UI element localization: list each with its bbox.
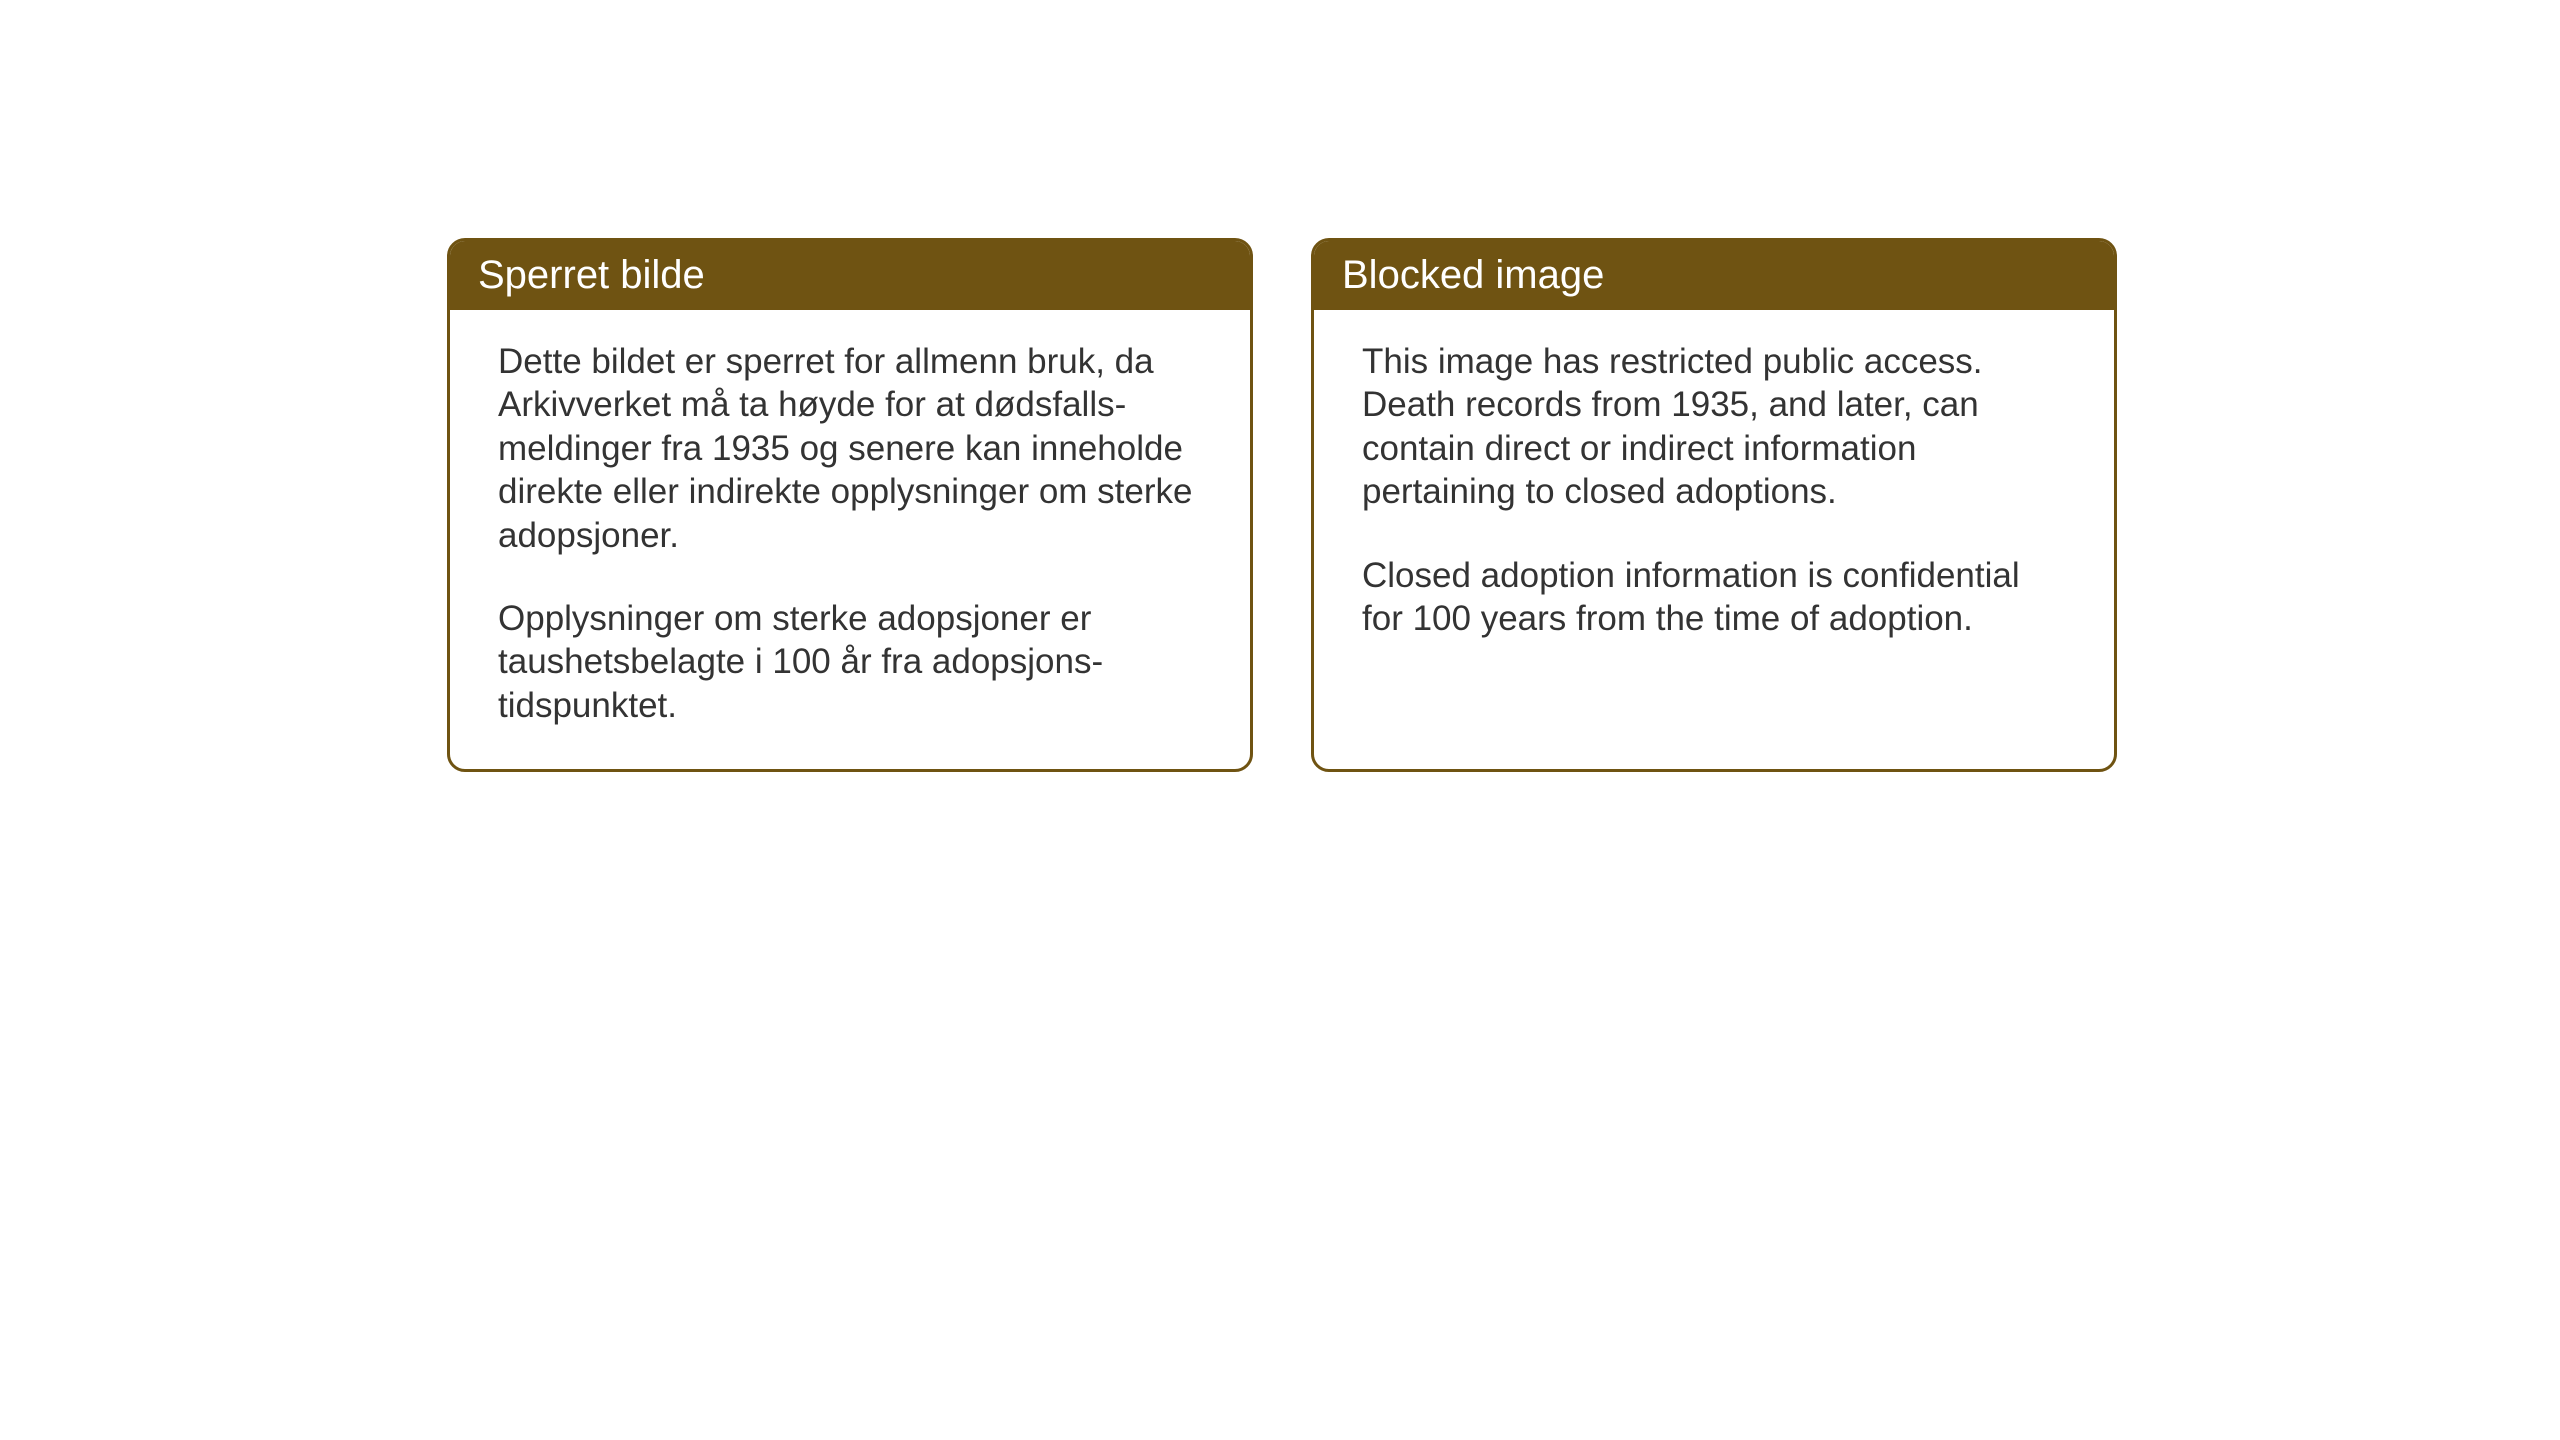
notice-container: Sperret bilde Dette bildet er sperret fo… xyxy=(447,238,2117,772)
english-notice-card: Blocked image This image has restricted … xyxy=(1311,238,2117,772)
english-paragraph-1: This image has restricted public access.… xyxy=(1362,340,2066,514)
norwegian-notice-card: Sperret bilde Dette bildet er sperret fo… xyxy=(447,238,1253,772)
norwegian-paragraph-1: Dette bildet er sperret for allmenn bruk… xyxy=(498,340,1202,557)
english-card-title: Blocked image xyxy=(1314,241,2114,310)
norwegian-card-title: Sperret bilde xyxy=(450,241,1250,310)
english-paragraph-2: Closed adoption information is confident… xyxy=(1362,554,2066,641)
norwegian-card-body: Dette bildet er sperret for allmenn bruk… xyxy=(450,310,1250,769)
norwegian-paragraph-2: Opplysninger om sterke adopsjoner er tau… xyxy=(498,597,1202,727)
english-card-body: This image has restricted public access.… xyxy=(1314,310,2114,682)
